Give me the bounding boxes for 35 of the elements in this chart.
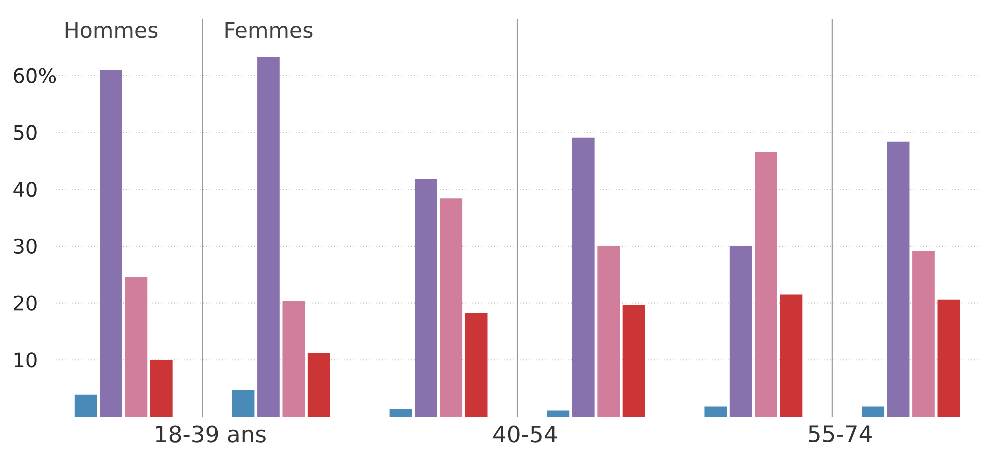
bar [308, 353, 330, 417]
y-tick-label: 50 [14, 125, 37, 140]
y-tick-label: 20 [14, 296, 37, 311]
y-tick-label: 30 [14, 238, 37, 254]
y-tick-label: 60% [14, 68, 56, 84]
bar [938, 300, 960, 417]
bar [282, 301, 306, 417]
bar [862, 406, 885, 417]
text: 55-74 [809, 426, 872, 443]
bar [780, 294, 803, 417]
bar [572, 138, 595, 417]
bar [150, 360, 173, 417]
bar [440, 198, 463, 417]
bar [232, 390, 255, 417]
bar [415, 179, 438, 417]
bar [755, 152, 778, 417]
bar [74, 394, 98, 417]
bar [704, 406, 728, 417]
text: 40-54 [494, 426, 558, 443]
y-tick-label: 40 [14, 182, 37, 198]
bar [465, 314, 488, 417]
text: 18-39 ans [156, 426, 266, 443]
bar [547, 410, 570, 417]
bar [912, 250, 935, 417]
x-tick-label: Femmes [226, 22, 313, 38]
bar [100, 70, 122, 417]
bar [390, 409, 412, 417]
bar [887, 142, 910, 417]
bar [622, 304, 646, 417]
bar [598, 246, 620, 417]
bar [730, 246, 752, 417]
bar [125, 277, 148, 417]
y-tick-label: 10 [14, 352, 37, 368]
bar [258, 57, 280, 417]
x-tick-label: Hommes [66, 22, 158, 38]
